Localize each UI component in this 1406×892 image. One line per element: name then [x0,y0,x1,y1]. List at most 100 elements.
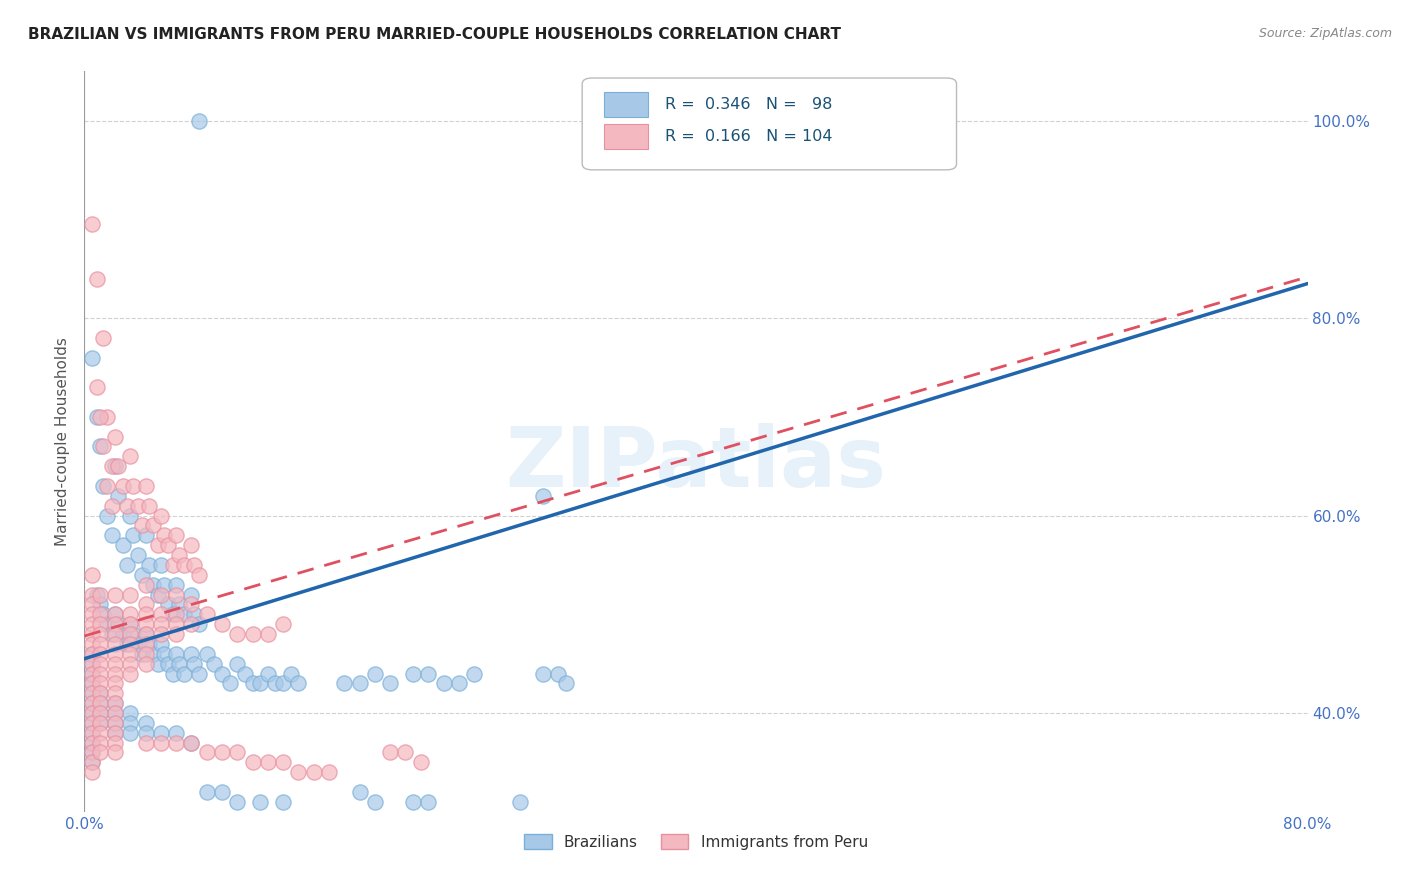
Point [104,588,127,602]
Point [167,598,190,612]
Point [157,538,180,552]
Point [531,666,554,681]
Point [86,409,108,424]
Point [111,627,134,641]
Point [89,686,111,700]
Point [80,567,103,582]
Point [226,746,249,760]
Point [149,725,172,739]
FancyBboxPatch shape [582,78,956,169]
Point [162,607,184,622]
Point [104,696,127,710]
Point [162,558,184,572]
Point [180,617,202,632]
Point [101,499,124,513]
Point [80,746,103,760]
Point [89,715,111,730]
Point [202,657,225,671]
Point [104,637,127,651]
Point [80,657,103,671]
Point [418,666,440,681]
Point [165,617,187,632]
Point [80,351,103,365]
Point [153,577,176,591]
Point [149,617,172,632]
Point [418,795,440,809]
Point [89,440,111,454]
Point [135,715,157,730]
Point [96,409,118,424]
Point [142,518,165,533]
Point [80,725,103,739]
Point [135,657,157,671]
Point [180,736,202,750]
Point [80,706,103,720]
Point [80,637,103,651]
Point [547,666,569,681]
Point [89,598,111,612]
Point [104,686,127,700]
Point [127,499,149,513]
Point [135,627,157,641]
Point [142,577,165,591]
Point [115,637,138,651]
Point [380,746,402,760]
Point [180,588,202,602]
Point [195,785,218,799]
Point [380,676,402,690]
Point [104,666,127,681]
Point [153,647,176,661]
Point [149,558,172,572]
Point [80,706,103,720]
Point [149,588,172,602]
Point [135,637,157,651]
Point [447,676,470,690]
Point [80,666,103,681]
Point [101,627,124,641]
Point [195,746,218,760]
Point [80,647,103,661]
Point [122,479,145,493]
Point [135,607,157,622]
Point [104,725,127,739]
Point [149,637,172,651]
Point [120,627,142,641]
Point [165,725,187,739]
Point [211,617,233,632]
Point [165,736,187,750]
Point [146,657,169,671]
Point [80,725,103,739]
Point [149,508,172,523]
Point [80,686,103,700]
Point [80,218,103,232]
Point [226,657,249,671]
Point [80,607,103,622]
Point [101,459,124,474]
Point [120,715,142,730]
Point [80,686,103,700]
Point [146,588,169,602]
Point [531,489,554,503]
Point [89,637,111,651]
Point [80,676,103,690]
Point [89,647,111,661]
Legend: Brazilians, Immigrants from Peru: Brazilians, Immigrants from Peru [517,828,875,856]
Point [173,558,195,572]
Point [80,666,103,681]
Point [149,607,172,622]
Point [104,746,127,760]
Point [211,666,233,681]
Text: ZIPatlas: ZIPatlas [506,423,886,504]
Point [89,686,111,700]
Point [135,725,157,739]
Point [86,271,108,285]
Point [104,607,127,622]
Point [104,617,127,632]
Point [89,588,111,602]
Point [173,666,195,681]
Point [80,715,103,730]
Y-axis label: Married-couple Households: Married-couple Households [55,337,70,546]
Text: Source: ZipAtlas.com: Source: ZipAtlas.com [1258,27,1392,40]
Point [165,528,187,542]
Point [180,647,202,661]
